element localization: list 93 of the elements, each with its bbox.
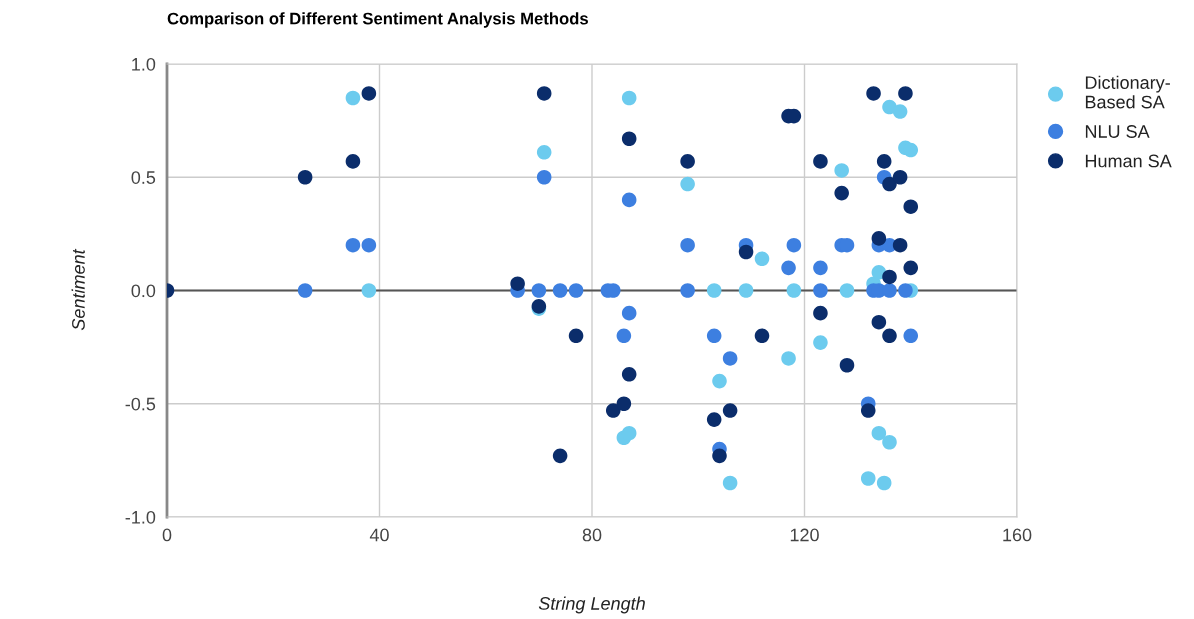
point (531, 283, 547, 298)
point (712, 373, 727, 389)
point (834, 185, 849, 201)
y-tick-label: 0.0 (131, 284, 156, 298)
point (738, 283, 754, 298)
x-axis-title: String Length (538, 596, 645, 614)
point (754, 328, 770, 344)
point (813, 283, 828, 298)
point (568, 328, 584, 344)
point (621, 367, 637, 382)
x-tick-label: 0 (162, 528, 172, 542)
point (345, 90, 361, 106)
point (892, 104, 908, 119)
point (892, 237, 908, 253)
point (510, 276, 525, 291)
point (754, 251, 770, 267)
point (621, 305, 637, 321)
y-tick-label: -0.5 (125, 397, 156, 411)
point (898, 283, 913, 298)
point (813, 154, 828, 169)
point (680, 154, 695, 169)
point (813, 260, 828, 276)
point (786, 237, 802, 253)
point (882, 283, 897, 298)
point (568, 283, 584, 298)
chart-title: Comparison of Different Sentiment Analysis Methods (167, 12, 588, 28)
point (680, 176, 695, 192)
point (839, 357, 855, 373)
point (871, 425, 887, 441)
point (781, 351, 796, 366)
point (738, 244, 754, 260)
point (361, 283, 377, 298)
point (361, 237, 377, 253)
point (345, 154, 361, 169)
point (839, 283, 855, 298)
point (903, 199, 919, 214)
point (706, 412, 722, 427)
point (680, 283, 695, 298)
point (621, 425, 637, 441)
point (876, 475, 892, 491)
point (903, 328, 919, 344)
point (882, 434, 897, 450)
point (536, 86, 552, 101)
legend-label: NLU SA (1085, 125, 1150, 138)
point (361, 86, 377, 101)
x-tick-label: 160 (1003, 528, 1032, 542)
y-axis-title: Sentiment (71, 248, 85, 331)
y-tick-label: -1.0 (125, 510, 156, 524)
y-tick-label: 1.0 (132, 57, 156, 71)
point (536, 169, 552, 185)
point (860, 403, 876, 418)
point (552, 283, 568, 298)
legend-label: Dictionary- Based SA (1085, 75, 1170, 109)
point (882, 328, 897, 344)
point (903, 260, 919, 276)
point (616, 396, 632, 412)
point (834, 163, 849, 178)
point (903, 142, 919, 158)
point (621, 192, 637, 208)
point (706, 283, 722, 298)
point (882, 269, 897, 285)
point (680, 237, 695, 253)
point (706, 328, 722, 344)
point (813, 305, 828, 321)
point (786, 283, 802, 298)
point (712, 448, 727, 464)
x-tick-label: 80 (582, 528, 602, 542)
point (866, 86, 881, 101)
point (605, 403, 621, 418)
point (345, 237, 361, 253)
point (722, 351, 738, 366)
point (297, 283, 313, 298)
y-tick-label: 0.5 (131, 171, 156, 184)
point (621, 90, 637, 106)
point (552, 448, 568, 464)
point (898, 86, 913, 101)
point (781, 260, 796, 276)
point (621, 131, 637, 147)
point (871, 314, 887, 330)
point (297, 169, 313, 185)
x-tick-label: 40 (369, 528, 389, 542)
point (876, 154, 892, 169)
x-tick-label: 120 (790, 528, 819, 542)
point (722, 475, 738, 491)
point (860, 471, 876, 486)
point (616, 328, 632, 344)
point (871, 231, 887, 246)
point (813, 335, 828, 350)
point (882, 176, 897, 192)
point (892, 169, 908, 185)
legend-label: Human SA (1085, 154, 1172, 168)
point (722, 403, 738, 418)
point (536, 145, 552, 160)
